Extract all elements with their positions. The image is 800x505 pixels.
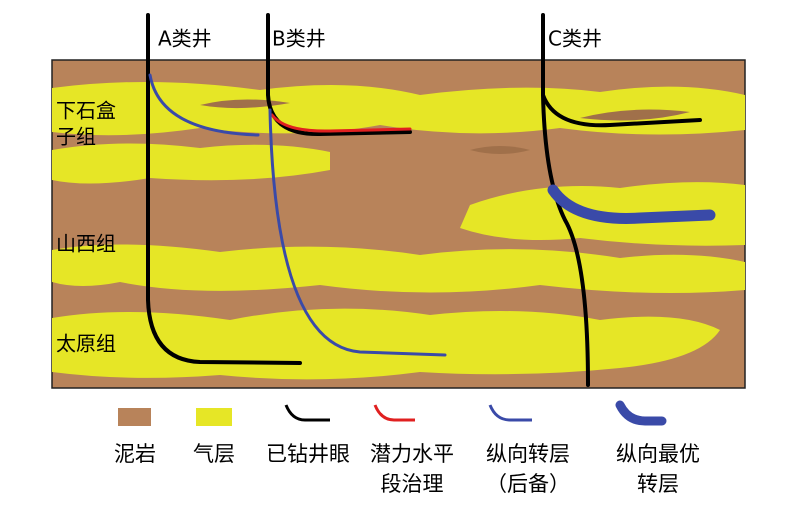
well-label: A类井 <box>158 27 212 51</box>
well-label: C类井 <box>548 27 602 51</box>
legend-label: （后备） <box>486 472 570 496</box>
legend-label: 已钻井眼 <box>266 442 350 466</box>
legend-label: 纵向最优 <box>616 442 700 466</box>
formation-label: 山西组 <box>56 232 116 256</box>
formation-label: 子组 <box>56 125 96 149</box>
legend-label: 潜力水平 <box>370 442 454 466</box>
formation-label: 太原组 <box>56 332 116 356</box>
well-label: B类井 <box>272 27 326 51</box>
legend-label: 气层 <box>193 442 235 466</box>
legend-label: 泥岩 <box>114 442 156 466</box>
wellbores <box>146 13 716 387</box>
legend <box>118 400 667 426</box>
legend-label: 转层 <box>637 472 679 496</box>
legend-label: 段治理 <box>381 472 444 496</box>
formation-label: 下石盒 <box>56 99 116 123</box>
legend-label: 纵向转层 <box>486 442 570 466</box>
